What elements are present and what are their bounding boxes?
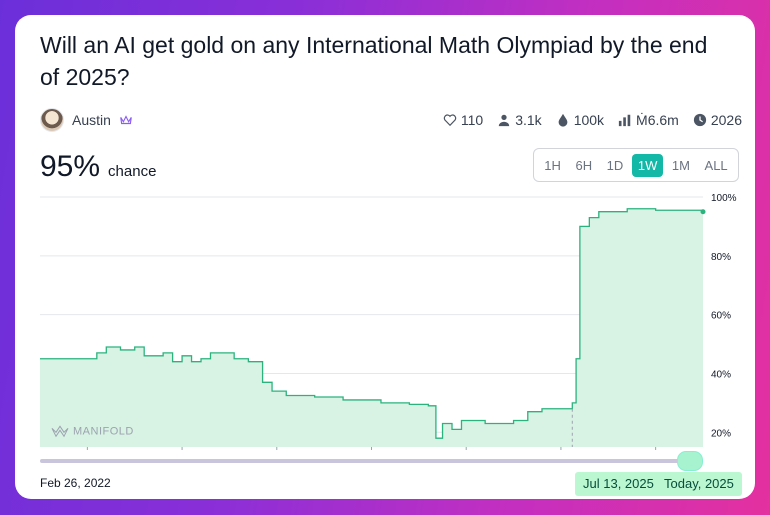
clock-icon <box>693 113 706 127</box>
liquidity-stat: 100k <box>556 112 604 128</box>
probability-chart[interactable]: 100%80%60%40%20%Mon 14Tue 15Wed 16Thu 17… <box>15 185 755 450</box>
author-name[interactable]: Austin <box>72 112 111 128</box>
probability-value: 95% <box>40 150 101 183</box>
range-1d-button[interactable]: 1D <box>606 157 624 173</box>
range-slider-thumb[interactable] <box>677 451 703 471</box>
question-title: Will an AI get gold on any International… <box>40 32 708 90</box>
y-tick-label: 100% <box>711 193 737 204</box>
range-6h-button[interactable]: 6H <box>575 157 593 173</box>
y-tick-label: 60% <box>711 311 731 322</box>
range-slider-track[interactable] <box>40 459 690 463</box>
liquidity-amount: 100k <box>573 112 605 128</box>
manifold-logo-icon <box>51 425 69 438</box>
y-tick-label: 80% <box>711 252 731 263</box>
bar-chart-icon <box>618 114 631 127</box>
range-1h-button[interactable]: 1H <box>544 157 561 173</box>
avatar[interactable] <box>40 108 64 132</box>
traders-count: 3.1k <box>515 112 542 128</box>
volume-amount: Ṁ6.6m <box>636 112 679 128</box>
manifold-watermark: MANIFOLD <box>73 425 134 437</box>
probability-label: chance <box>108 163 157 180</box>
range-start-chip[interactable]: Jul 13, 2025 <box>575 472 662 496</box>
y-tick-label: 40% <box>711 369 731 380</box>
history-start-date: Feb 26, 2022 <box>40 476 111 490</box>
user-icon <box>498 114 510 127</box>
likes-stat[interactable]: 110 <box>443 112 483 128</box>
range-end-chip[interactable]: Today, 2025 <box>656 472 742 496</box>
volume-stat: Ṁ6.6m <box>618 112 679 128</box>
likes-count: 110 <box>460 112 484 128</box>
droplet-icon <box>558 113 568 127</box>
y-tick-label: 20% <box>711 428 731 439</box>
current-point <box>700 209 706 215</box>
range-1w-button[interactable]: 1W <box>631 153 664 177</box>
probability-area <box>40 208 703 447</box>
close-date-stat: 2026 <box>693 112 742 128</box>
range-1m-button[interactable]: 1M <box>671 157 690 173</box>
heart-icon <box>443 114 457 127</box>
probability-line <box>40 208 704 439</box>
range-all-button[interactable]: ALL <box>704 157 728 173</box>
crown-icon <box>120 115 132 125</box>
close-year: 2026 <box>710 112 742 128</box>
market-card: Will an AI get gold on any International… <box>15 15 755 499</box>
author-row[interactable]: Austin <box>40 108 133 132</box>
probability-display: 95% chance <box>40 150 156 184</box>
traders-stat: 3.1k <box>497 112 542 128</box>
market-stats: 110 3.1k 100k Ṁ6.6m 2026 <box>443 108 742 132</box>
time-range-selector: 1H 6H 1D 1W 1M ALL <box>533 148 739 182</box>
